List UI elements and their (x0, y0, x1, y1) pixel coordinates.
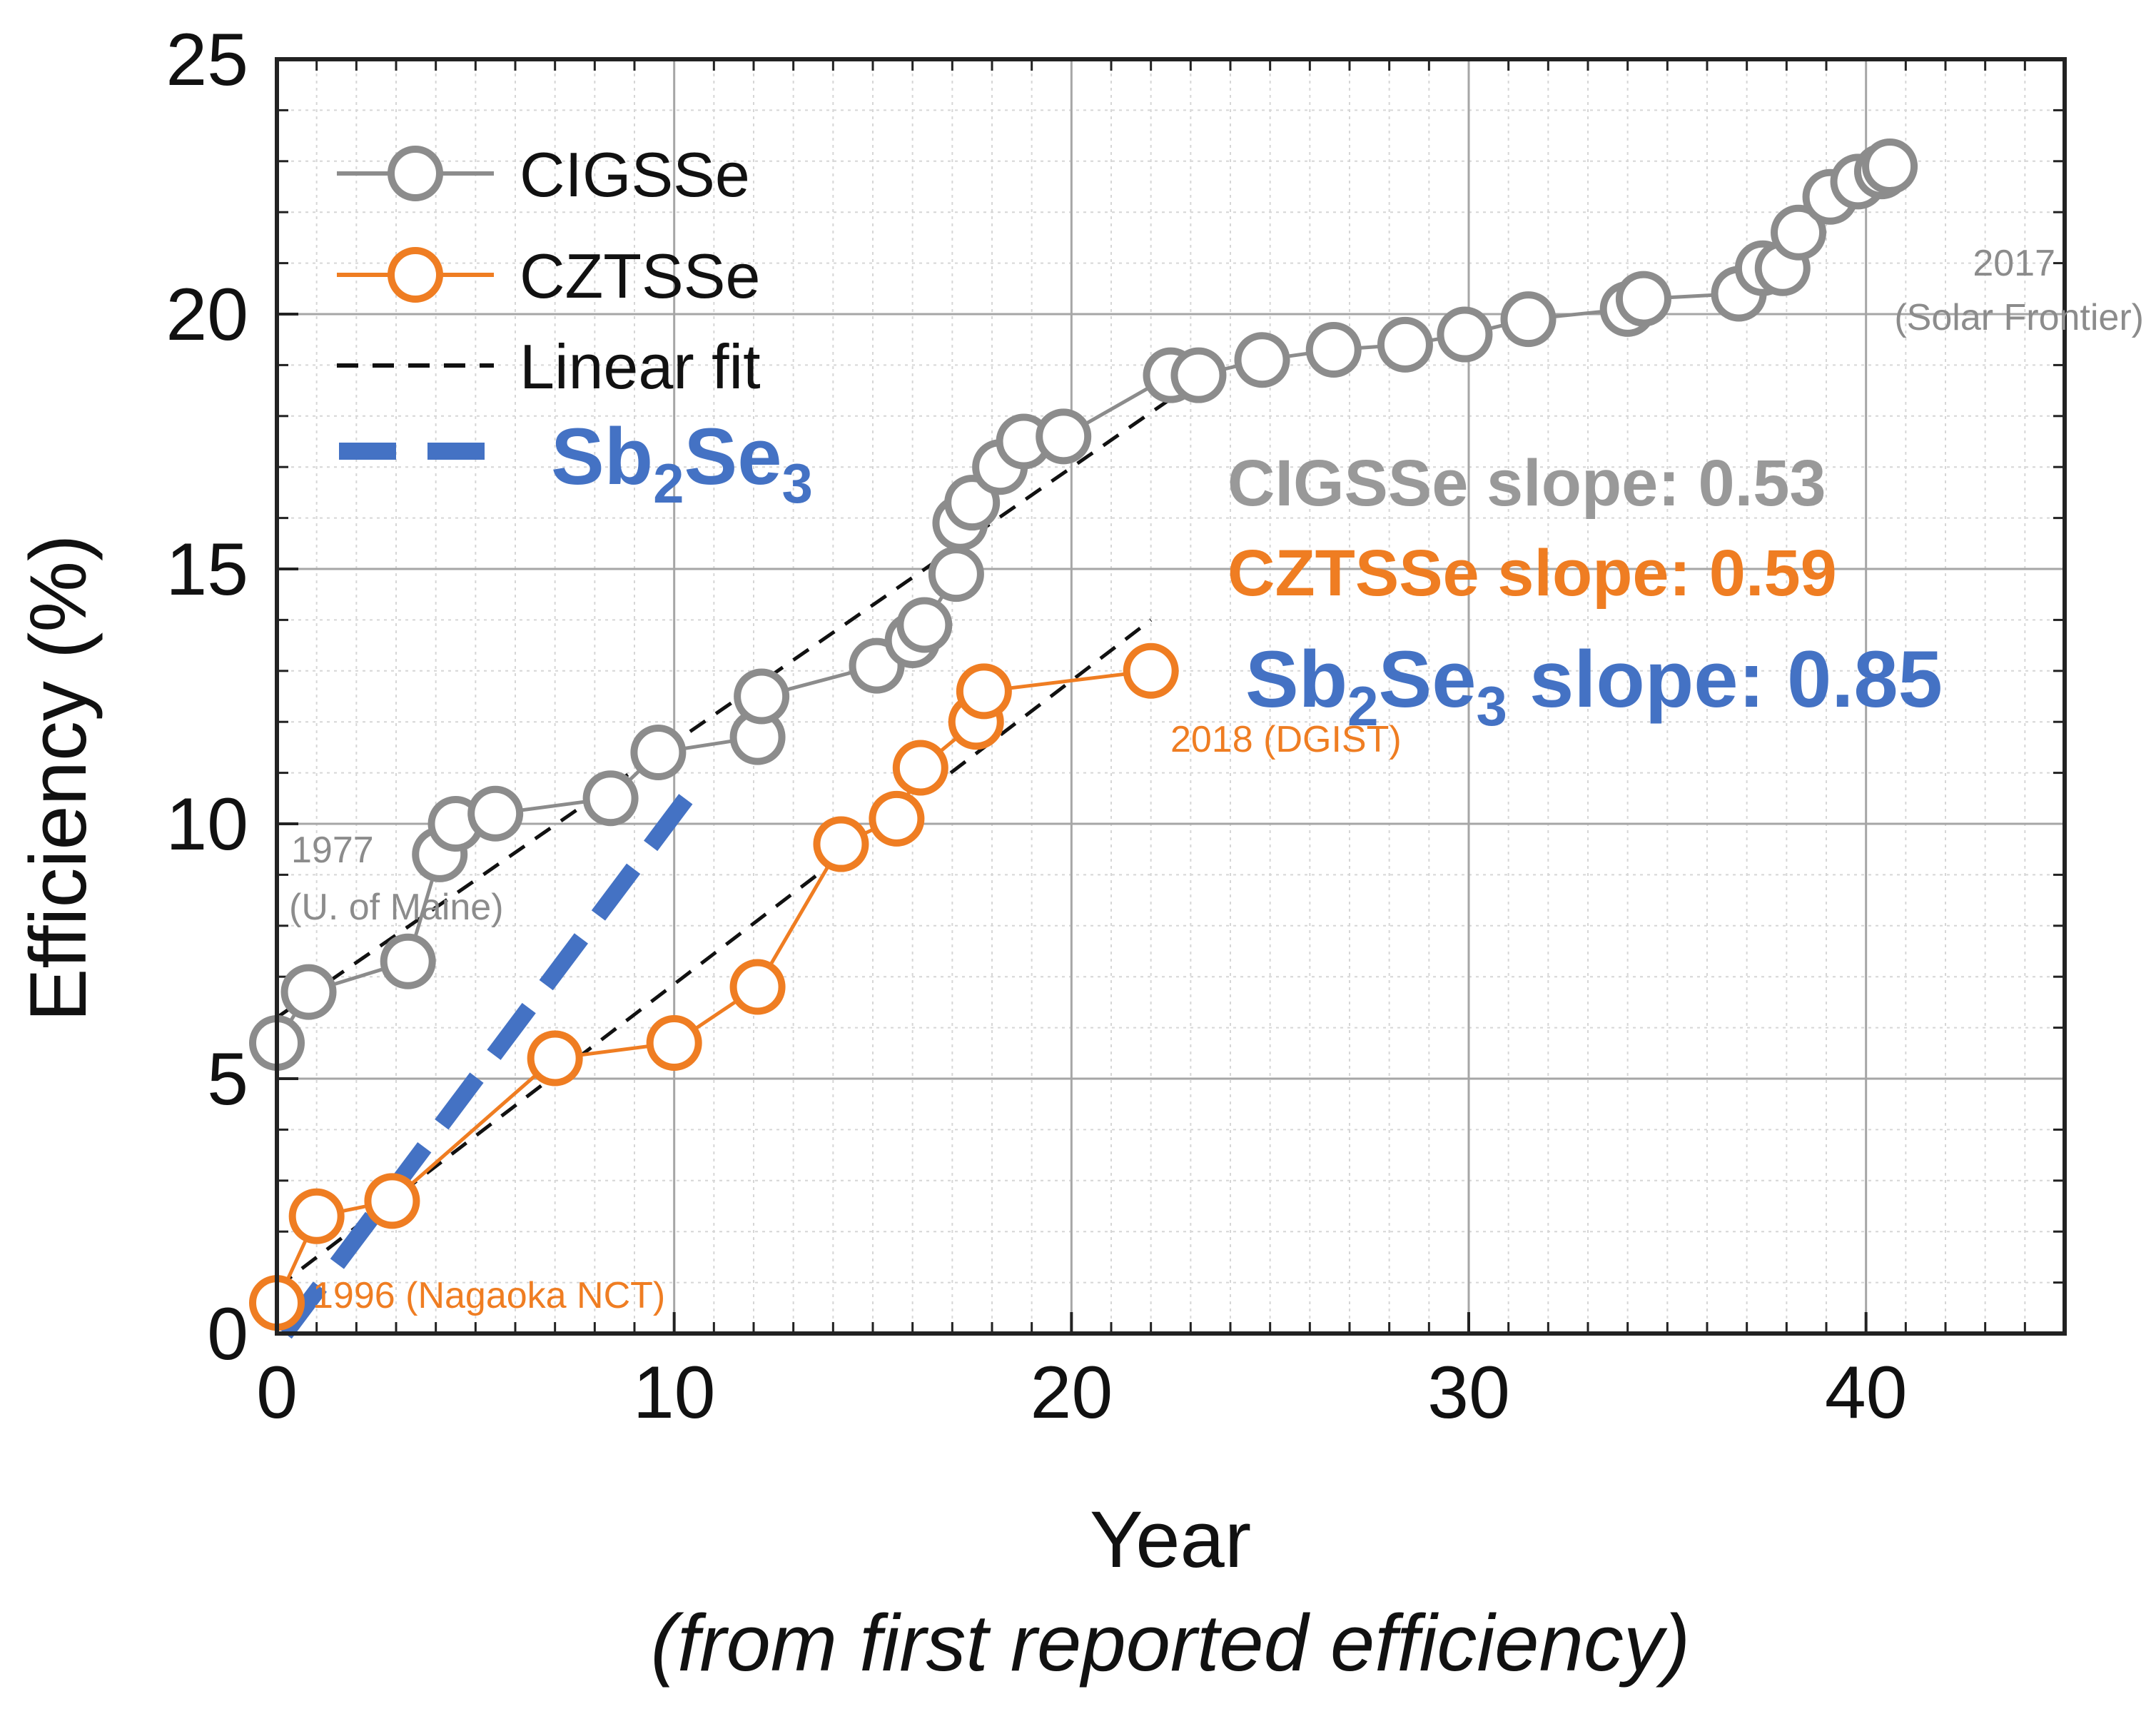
annotation-cigsse-start-year: 1977 (291, 830, 374, 871)
fit-line-cigsse (275, 389, 1184, 1019)
x-tick-label: 10 (633, 1351, 716, 1434)
legend-marker-cztsse (388, 247, 443, 303)
legend-label-cigsse: CIGSSe (520, 139, 750, 210)
annotation-cigsse-end-year: 2017 (1973, 243, 2055, 284)
legend-sb2se3-sb: Sb (551, 412, 653, 501)
data-point-cztsse (956, 663, 1012, 720)
x-tick-label: 0 (256, 1351, 298, 1434)
legend-label-fit: Linear fit (520, 331, 761, 402)
data-point-cigsse (1437, 306, 1493, 363)
data-point-cztsse (646, 1015, 702, 1072)
y-tick-label: 20 (166, 273, 248, 356)
data-point-cigsse (944, 475, 1001, 531)
data-point-cigsse (1305, 321, 1362, 378)
data-point-cigsse (1500, 291, 1557, 348)
data-point-cigsse (1170, 347, 1227, 403)
slope-sb2se3-sub3: 3 (1477, 675, 1507, 737)
slope-sb2se3-tail: slope: 0.85 (1507, 635, 1943, 724)
major-grid (277, 59, 2065, 1334)
x-axis-title: Year (1090, 1495, 1251, 1584)
data-point-cigsse (1036, 408, 1092, 465)
y-tick-label: 5 (207, 1038, 248, 1121)
slope-label-cztsse: CZTSSe slope: 0.59 (1228, 537, 1837, 610)
data-point-cigsse (928, 546, 984, 603)
annotation-cztsse-start: 1996 (Nagaoka NCT) (313, 1275, 665, 1316)
data-point-cztsse (813, 816, 869, 872)
legend-sb2se3-sub3: 3 (782, 452, 813, 515)
fit-line-sb2se3 (278, 787, 697, 1339)
data-point-cigsse (1234, 332, 1290, 388)
y-tick-label: 10 (166, 783, 248, 866)
annotation-cigsse-end-lab: (Solar Frontier) (1894, 297, 2144, 338)
data-point-cigsse (630, 725, 687, 781)
y-tick-label: 0 (207, 1293, 248, 1376)
data-point-cigsse (896, 597, 953, 653)
data-point-cigsse (1771, 204, 1827, 261)
x-axis-subtitle: (from first reported efficiency) (651, 1598, 1690, 1688)
data-point-cigsse (380, 933, 436, 989)
x-tick-label: 20 (1030, 1351, 1113, 1434)
y-axis-title: Efficiency (%) (14, 535, 103, 1022)
slope-label-sb2se3: Sb2Se3 slope: 0.85 (1245, 635, 1943, 737)
legend-marker-cigsse (388, 146, 443, 201)
data-point-cztsse (729, 959, 786, 1015)
tick-labels: 0 10 20 30 40 0 5 10 15 20 25 (166, 19, 1907, 1434)
slope-sb2se3-se: Se (1379, 635, 1477, 724)
data-point-cztsse (364, 1173, 420, 1229)
legend-label-sb2se3: Sb2Se3 (551, 412, 813, 515)
legend-sb2se3-se: Se (684, 412, 782, 501)
data-point-cigsse (734, 668, 790, 725)
y-tick-label: 25 (166, 19, 248, 101)
data-point-cigsse (280, 964, 337, 1020)
legend-sb2se3-sub2: 2 (653, 452, 684, 515)
data-point-cigsse (467, 785, 524, 842)
data-point-cztsse (892, 740, 948, 796)
annotation-cztsse-end: 2018 (DGIST) (1170, 719, 1402, 760)
plot-frame (275, 57, 2067, 1336)
legend: CIGSSe CZTSSe Linear fit Sb2Se3 (337, 139, 813, 515)
x-tick-label: 30 (1427, 1351, 1510, 1434)
annotation-cigsse-start-lab: (U. of Maine) (289, 887, 504, 928)
data-point-cztsse (288, 1188, 345, 1244)
data-point-cztsse (869, 790, 925, 847)
minor-grid (277, 59, 2065, 1334)
data-point-cigsse (1615, 271, 1671, 327)
data-point-cigsse (582, 770, 639, 827)
slope-sb2se3-sub2: 2 (1347, 675, 1378, 737)
data-point-cztsse (1123, 642, 1179, 699)
slope-sb2se3-sb: Sb (1245, 635, 1347, 724)
data-point-cigsse (1377, 316, 1433, 373)
slope-label-cigsse: CIGSSe slope: 0.53 (1228, 447, 1826, 520)
data-series (249, 138, 1918, 1331)
data-point-cztsse (527, 1030, 583, 1087)
fit-line-cztsse (275, 618, 1153, 1289)
y-tick-label: 15 (166, 528, 248, 611)
linear-fits (275, 389, 1184, 1339)
data-point-cigsse (1862, 138, 1918, 194)
legend-label-cztsse: CZTSSe (520, 241, 760, 311)
x-tick-label: 40 (1825, 1351, 1908, 1434)
